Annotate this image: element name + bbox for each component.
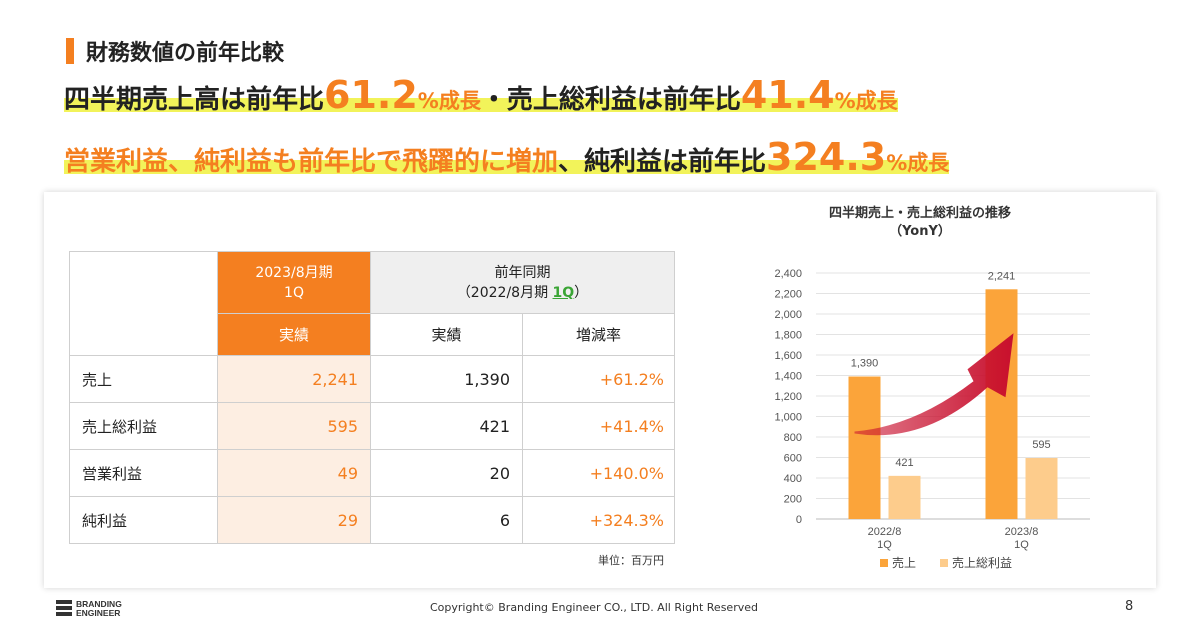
headline1-value1: 61.2 [324, 73, 418, 117]
y-tick-label: 0 [796, 514, 802, 526]
growth-arrow-icon [854, 333, 1014, 436]
row-label: 純利益 [69, 496, 218, 544]
row-label: 営業利益 [69, 449, 218, 497]
headline-highlight [64, 98, 898, 112]
y-tick-label: 1,400 [774, 371, 802, 383]
section-marker [66, 38, 74, 64]
x-tick-label: 2023/8 [1005, 526, 1039, 538]
data-label: 595 [1032, 439, 1050, 451]
x-tick-label: 1Q [877, 539, 892, 551]
logo-line2: ENGINEER [76, 608, 120, 618]
table-corner-cell [69, 251, 218, 356]
legend-swatch [940, 559, 948, 567]
row-rate: +41.4% [522, 402, 675, 450]
table-row: 営業利益 49 20 +140.0% [69, 449, 675, 497]
y-tick-label: 1,600 [774, 350, 802, 362]
y-tick-label: 2,400 [774, 268, 802, 280]
headline2-pct: %成長 [886, 151, 950, 175]
y-tick-label: 400 [784, 473, 802, 485]
row-prev: 421 [370, 402, 523, 450]
table-row: 売上総利益 595 421 +41.4% [69, 402, 675, 450]
bar [848, 376, 881, 519]
prev-period-line1: 前年同期 [494, 264, 551, 281]
row-current: 29 [217, 496, 371, 544]
bar [1025, 458, 1058, 519]
current-period-line1: 2023/8月期 [255, 264, 333, 281]
data-label: 2,241 [988, 270, 1016, 282]
data-label: 1,390 [851, 358, 879, 370]
company-logo: BRANDING ENGINEER [56, 598, 146, 624]
chart-title: 四半期売上・売上総利益の推移 [828, 206, 1011, 221]
headline2-part1: 営業利益、純利益も前年比で飛躍的に増加 [64, 147, 559, 177]
chart-subtitle: （YonY） [889, 224, 951, 239]
headline1-pct2: %成長 [834, 89, 898, 113]
y-tick-label: 1,000 [774, 412, 802, 424]
row-prev: 1,390 [370, 355, 523, 403]
financial-comparison-table: 2023/8月期 1Q 前年同期 （2022/8月期 1Q） 実績 実績 増減率… [69, 251, 675, 544]
headline1-part1: 四半期売上高は前年比 [64, 85, 325, 115]
unit-note: 単位：百万円 [598, 554, 664, 567]
headline-highlight [64, 160, 950, 174]
current-period-line2: 1Q [284, 284, 304, 301]
y-tick-label: 1,200 [774, 391, 802, 403]
prev-period-header: 前年同期 （2022/8月期 1Q） [370, 251, 675, 314]
current-period-header: 2023/8月期 1Q [217, 251, 371, 314]
x-tick-label: 1Q [1014, 539, 1029, 551]
data-label: 421 [895, 457, 913, 469]
table-row: 売上 2,241 1,390 +61.2% [69, 355, 675, 403]
page-number: 8 [1125, 599, 1134, 614]
y-tick-label: 600 [784, 453, 802, 465]
bar [888, 475, 921, 519]
logo-line1: BRANDING [76, 599, 122, 609]
row-prev: 6 [370, 496, 523, 544]
branding-engineer-logo-icon: BRANDING ENGINEER [56, 599, 122, 618]
row-current: 49 [217, 449, 371, 497]
legend-label: 売上 [892, 555, 916, 570]
section-title: 財務数値の前年比較 [86, 41, 285, 66]
revenue-profit-bar-chart: 0 200 400 600 800 1,000 1,200 1,400 1,600 1,800 2,… [774, 268, 1090, 570]
prev-period-quarter: 1Q [552, 284, 575, 301]
y-tick-label: 200 [784, 494, 802, 506]
headline1-value2: 41.4 [740, 73, 835, 117]
legend-swatch [880, 559, 888, 567]
row-rate: +61.2% [522, 355, 675, 403]
row-label: 売上総利益 [69, 402, 218, 450]
legend-label: 売上総利益 [952, 555, 1012, 570]
y-tick-label: 1,800 [774, 330, 802, 342]
headline-profit: 営業利益、純利益も前年比で飛躍的に増加、純利益は前年比324.3%成長 [64, 135, 950, 179]
y-tick-label: 2,000 [774, 309, 802, 321]
headline2-part2: 、純利益は前年比 [558, 147, 767, 177]
row-prev: 20 [370, 449, 523, 497]
headline1-part2: ・売上総利益は前年比 [480, 85, 741, 115]
row-rate: +140.0% [522, 449, 675, 497]
row-label: 売上 [69, 355, 218, 403]
col-actual-prev: 実績 [370, 313, 523, 356]
y-tick-label: 2,200 [774, 289, 802, 301]
prev-period-open: （2022/8月期 [456, 284, 553, 301]
headline-revenue: 四半期売上高は前年比61.2%成長・売上総利益は前年比41.4%成長 [64, 76, 898, 114]
headline2-value: 324.3 [766, 135, 887, 179]
chart-title-block: 四半期売上・売上総利益の推移 （YonY） [800, 205, 1040, 241]
copyright-text: Copyright© Branding Engineer CO., LTD. A… [430, 601, 758, 614]
col-rate: 増減率 [522, 313, 675, 356]
row-current: 595 [217, 402, 371, 450]
headline1-pct1: %成長 [417, 89, 481, 113]
prev-period-close: ） [574, 284, 589, 301]
row-current: 2,241 [217, 355, 371, 403]
col-actual-current: 実績 [217, 313, 371, 356]
row-rate: +324.3% [522, 496, 675, 544]
x-tick-label: 2022/8 [868, 526, 902, 538]
y-tick-label: 800 [784, 432, 802, 444]
bar [985, 289, 1018, 519]
table-row: 純利益 29 6 +324.3% [69, 496, 675, 544]
